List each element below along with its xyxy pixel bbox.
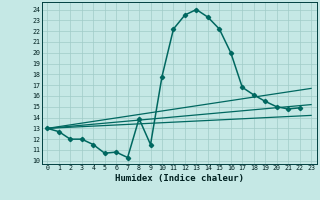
- X-axis label: Humidex (Indice chaleur): Humidex (Indice chaleur): [115, 174, 244, 183]
